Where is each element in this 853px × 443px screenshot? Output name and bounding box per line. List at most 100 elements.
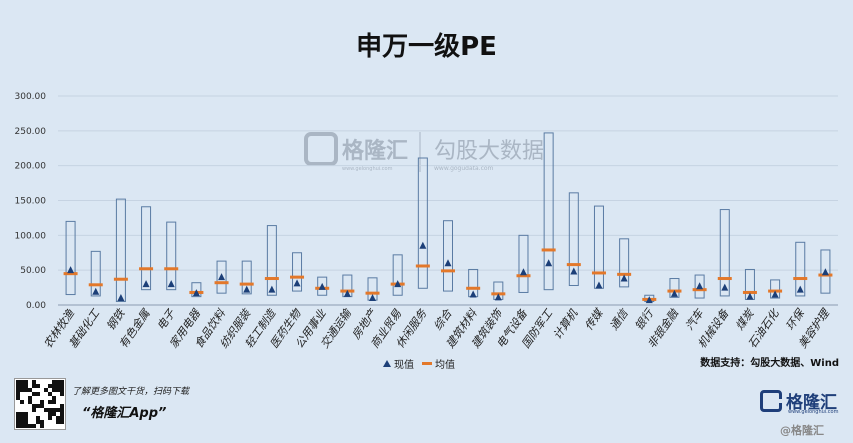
qr-cell: [20, 380, 24, 384]
current-marker: [268, 285, 276, 293]
current-marker: [645, 296, 653, 304]
x-tick-label: 传媒: [582, 306, 606, 333]
qr-cell: [16, 396, 20, 400]
qr-cell: [32, 408, 36, 412]
current-marker: [67, 266, 75, 274]
logo-g-icon: [760, 389, 782, 412]
mean-marker: [139, 267, 154, 271]
mean-marker: [793, 277, 808, 281]
qr-cell: [36, 420, 40, 424]
qr-cell: [32, 424, 36, 428]
current-marker: [721, 283, 729, 291]
mean-marker: [541, 248, 556, 252]
mean-marker: [692, 288, 707, 292]
qr-cell: [16, 424, 20, 428]
current-marker: [670, 289, 678, 297]
qr-cell: [16, 388, 20, 392]
legend-mean-label: 均值: [435, 360, 455, 371]
qr-cell: [24, 416, 28, 420]
current-marker: [192, 289, 200, 297]
qr-cell: [56, 420, 60, 424]
qr-cell: [32, 392, 36, 396]
qr-cell: [24, 384, 28, 388]
x-tick-label: 银行: [632, 306, 656, 333]
x-tick-label: 钢铁: [104, 306, 128, 333]
mean-marker: [63, 272, 78, 276]
current-marker: [117, 294, 125, 302]
current-marker: [620, 274, 628, 282]
range-box: [694, 274, 705, 299]
qr-cell: [52, 412, 56, 416]
current-marker: [519, 268, 527, 276]
mean-marker: [264, 277, 279, 281]
qr-cell: [32, 384, 36, 388]
qr-cell: [36, 404, 40, 408]
qr-cell: [20, 384, 24, 388]
x-tick-label: 煤炭: [733, 306, 757, 332]
qr-cell: [32, 380, 36, 384]
y-tick-label: 0.00: [26, 301, 46, 311]
qr-cell: [60, 388, 64, 392]
qr-cell: [52, 396, 56, 400]
range-box: [518, 234, 529, 293]
qr-cell: [56, 380, 60, 384]
qr-cell: [20, 412, 24, 416]
range-box: [820, 249, 831, 294]
qr-cell: [28, 400, 32, 404]
qr-cell: [48, 392, 52, 396]
mean-marker: [88, 283, 103, 287]
legend-current-label: 现值: [394, 360, 414, 371]
mean-marker: [290, 275, 305, 279]
qr-cell: [28, 396, 32, 400]
current-marker: [394, 280, 402, 288]
logo-text: 格隆汇: [786, 393, 837, 413]
y-tick-label: 100.00: [15, 231, 47, 241]
qr-cell: [56, 384, 60, 388]
current-marker: [570, 267, 578, 275]
qr-cell: [60, 392, 64, 396]
x-tick-label: 计算机: [551, 306, 581, 341]
app-name: “格隆汇App”: [82, 406, 167, 421]
current-marker: [142, 280, 150, 288]
qr-cell: [56, 408, 60, 412]
qr-cell: [24, 380, 28, 384]
qr-code-icon[interactable]: [14, 378, 66, 430]
qr-cell: [48, 416, 52, 420]
range-box: [241, 260, 252, 295]
qr-cell: [28, 388, 32, 392]
qr-cell: [16, 420, 20, 424]
current-marker: [469, 290, 477, 298]
range-box: [65, 220, 76, 296]
range-box: [90, 250, 101, 297]
current-marker: [696, 282, 704, 290]
range-box: [443, 220, 453, 292]
range-box: [266, 225, 277, 296]
mean-marker: [441, 269, 455, 273]
x-tick-label: 环保: [783, 306, 807, 333]
range-box: [292, 252, 303, 292]
qr-cell: [60, 380, 64, 384]
x-tick-label: 电子: [154, 306, 178, 332]
qr-cell: [28, 424, 32, 428]
x-tick-label: 通信: [607, 306, 631, 333]
qr-cell: [48, 384, 52, 388]
current-marker: [343, 289, 351, 297]
qr-cell: [24, 420, 28, 424]
qr-cell: [60, 384, 64, 388]
range-box: [795, 241, 806, 297]
mean-marker: [365, 291, 380, 295]
qr-cell: [36, 416, 40, 420]
current-marker: [595, 281, 603, 289]
current-marker: [545, 259, 553, 267]
qr-cell: [60, 404, 64, 408]
dash-marker-icon: [422, 362, 432, 365]
qr-cell: [24, 388, 28, 392]
current-marker: [92, 287, 100, 295]
qr-cell: [20, 424, 24, 428]
promo-line: 了解更多图文干货，扫码下载: [72, 387, 190, 397]
range-box: [191, 282, 202, 298]
current-marker: [369, 294, 377, 302]
chart-title: 申万一级PE: [356, 32, 497, 62]
mean-marker: [742, 290, 757, 294]
mean-marker: [113, 277, 128, 281]
